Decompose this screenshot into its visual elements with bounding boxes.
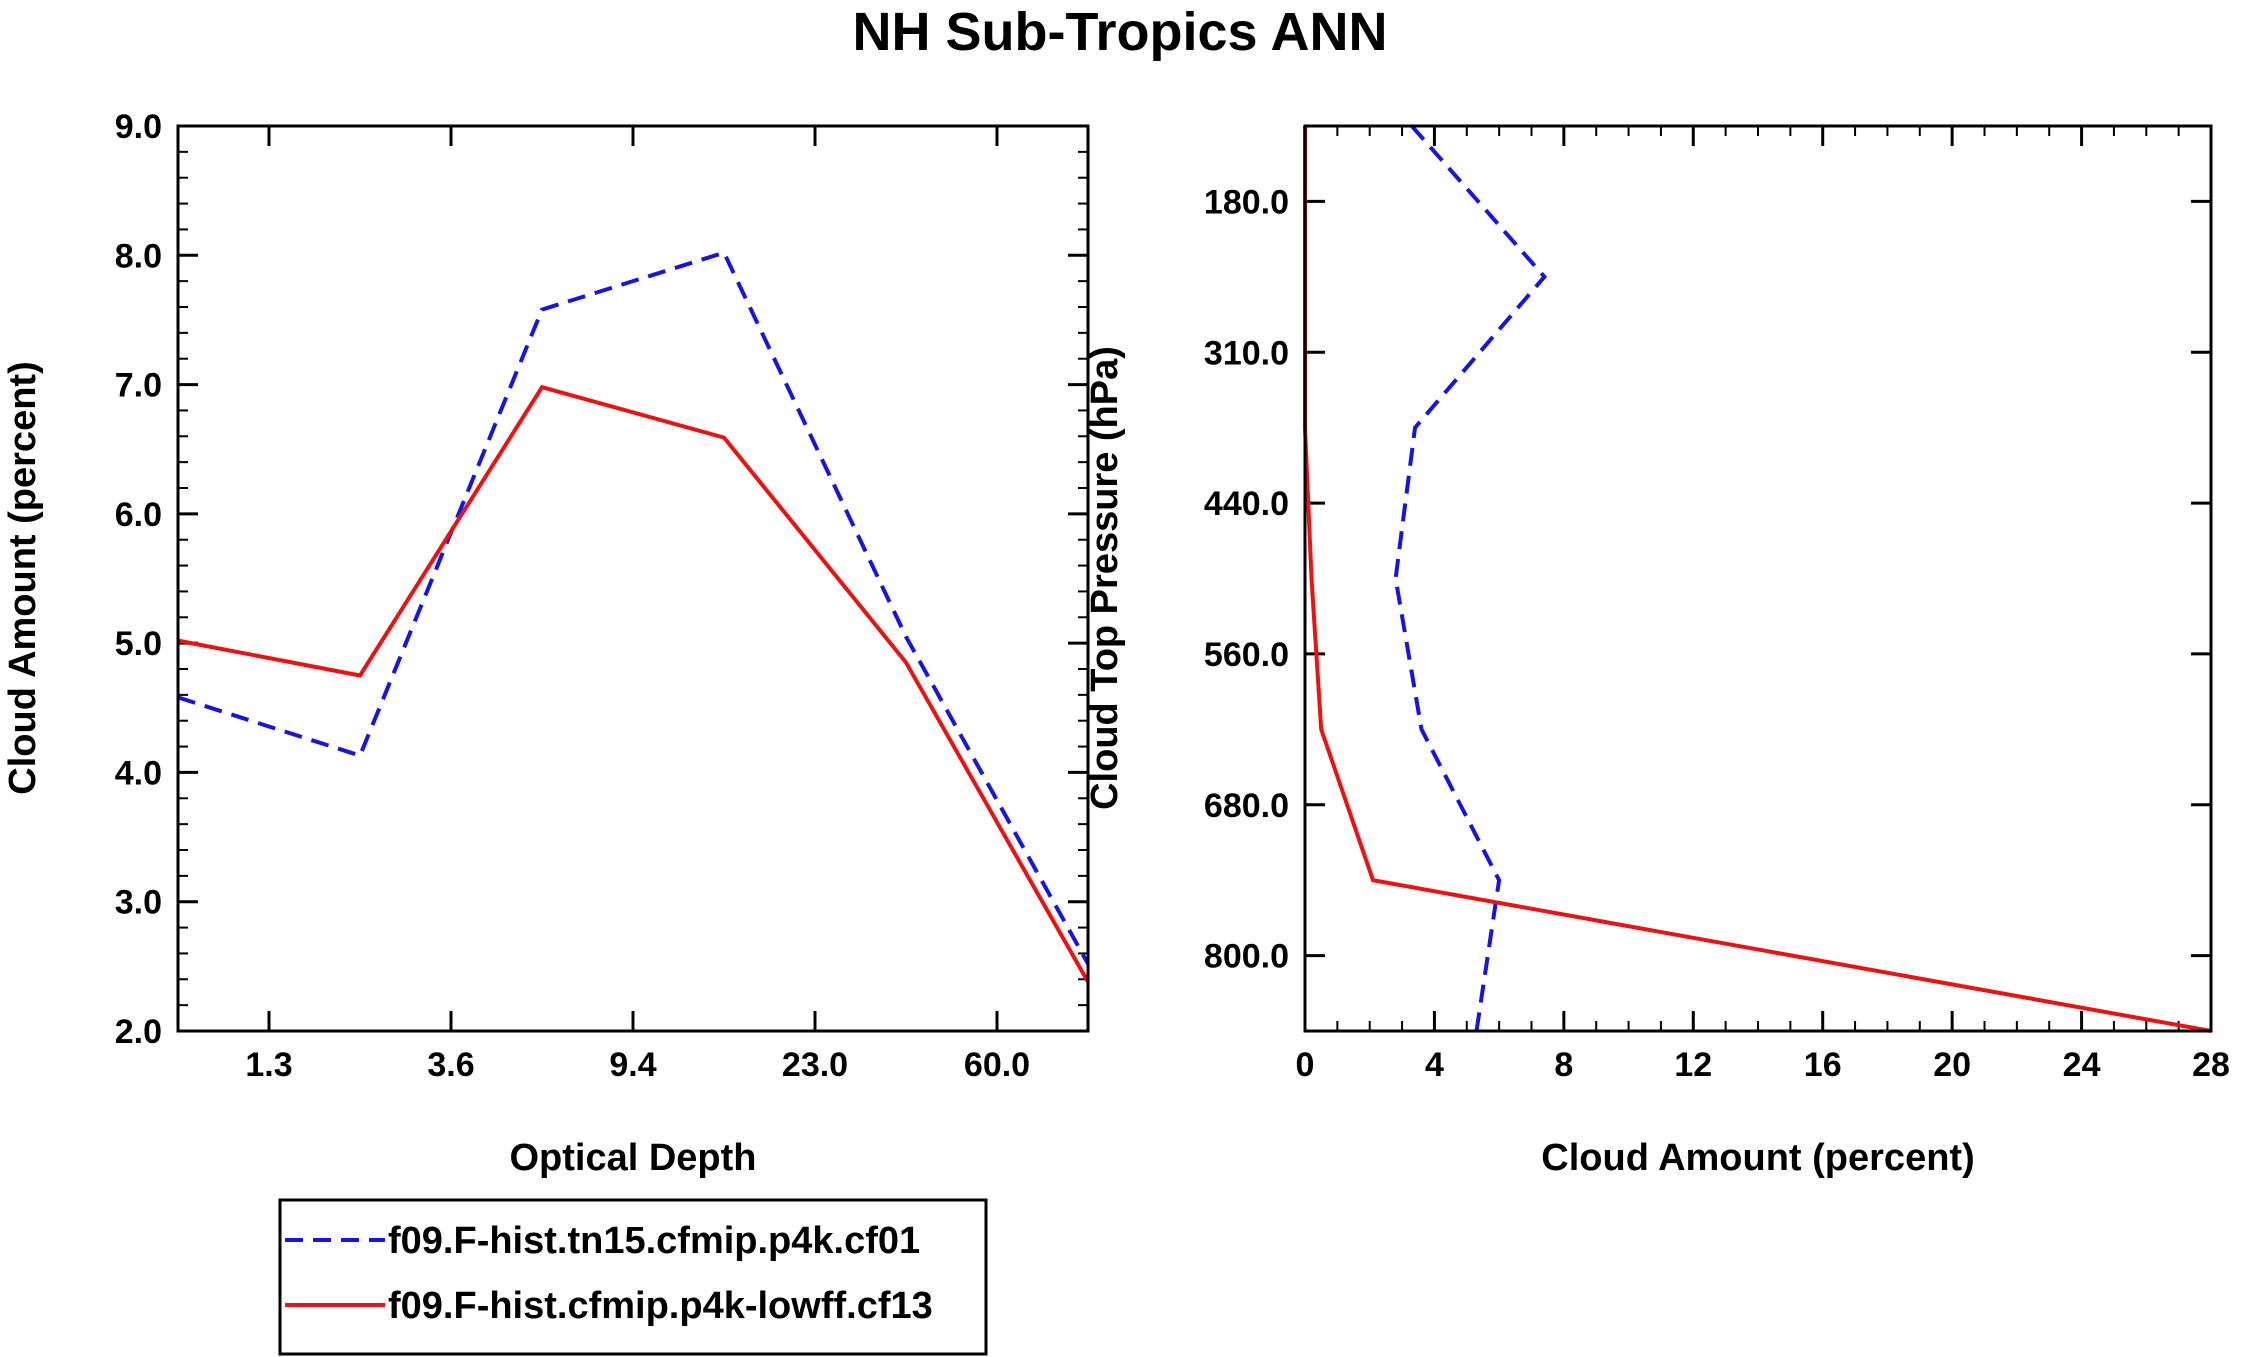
- left-x-tick-label: 23.0: [782, 1046, 848, 1084]
- legend: f09.F-hist.tn15.cfmip.p4k.cf01 f09.F-his…: [278, 1198, 988, 1356]
- left-y-tick-label: 5.0: [115, 625, 162, 663]
- right-x-tick-label: 24: [2063, 1046, 2101, 1084]
- right-y-tick-label: 800.0: [1204, 938, 1289, 976]
- legend-box: [278, 1198, 988, 1356]
- left-plot-frame: [176, 124, 1090, 1033]
- left-y-tick-label: 2.0: [115, 1013, 162, 1051]
- right-y-tick-label: 180.0: [1204, 183, 1289, 221]
- right-tick-labels: 0 4 8 12 16 20 24 28 180.0 310.0 440.0 560.0 680.0 80…: [1204, 183, 2230, 1084]
- right-x-axis-label: Cloud Amount (percent): [1541, 1137, 1974, 1179]
- right-y-tick-label: 310.0: [1204, 334, 1289, 372]
- left-y-tick-label: 6.0: [115, 496, 162, 534]
- right-series-lines: [1303, 124, 2212, 1033]
- right-tick-marks: [1303, 126, 2213, 1031]
- left-y-tick-label: 8.0: [115, 237, 162, 275]
- left-tick-labels: 2.0 3.0 4.0 5.0 6.0 7.0 8.0 9.0 1.3 3.6 9.4 23.0 60.…: [115, 108, 1030, 1084]
- left-x-tick-label: 3.6: [427, 1046, 474, 1084]
- left-series-cf01-line: [177, 250, 1090, 965]
- left-tick-marks: [178, 124, 1088, 1033]
- panel-optical-depth: 2.0 3.0 4.0 5.0 6.0 7.0 8.0 9.0 1.3 3.6 9.4 23.0 60.…: [2, 108, 1090, 1179]
- right-y-tick-label: 560.0: [1204, 636, 1289, 674]
- left-y-axis-label: Cloud Amount (percent): [2, 361, 44, 794]
- right-plot-frame: [1303, 124, 2213, 1033]
- right-x-tick-label: 20: [1933, 1046, 1971, 1084]
- left-y-tick-label: 3.0: [115, 884, 162, 922]
- left-x-axis-label: Optical Depth: [509, 1137, 756, 1179]
- panel-cloud-top-pressure: 0 4 8 12 16 20 24 28 180.0 310.0 440.0 560.0 680.0 80…: [1084, 124, 2230, 1179]
- right-y-axis-label: Cloud Top Pressure (hPa): [1084, 346, 1126, 810]
- legend-entry-1: f09.F-hist.tn15.cfmip.p4k.cf01: [388, 1220, 920, 1262]
- left-x-tick-label: 60.0: [964, 1046, 1030, 1084]
- chart-title: NH Sub-Tropics ANN: [852, 2, 1387, 62]
- right-series-cf01-line: [1393, 124, 1548, 1032]
- right-x-tick-label: 8: [1554, 1046, 1573, 1084]
- legend-entry-2: f09.F-hist.cfmip.p4k-lowff.cf13: [388, 1285, 933, 1327]
- right-series-cf13-line: [1303, 126, 2212, 1033]
- right-y-tick-label: 680.0: [1204, 787, 1289, 825]
- left-x-tick-label: 9.4: [609, 1046, 656, 1084]
- left-x-tick-label: 1.3: [245, 1046, 292, 1084]
- left-y-tick-label: 9.0: [115, 108, 162, 146]
- right-x-tick-label: 0: [1296, 1046, 1315, 1084]
- left-series-lines: [177, 250, 1090, 983]
- left-y-tick-label: 7.0: [115, 367, 162, 405]
- left-series-cf13-line: [177, 384, 1090, 983]
- right-x-tick-label: 16: [1804, 1046, 1842, 1084]
- right-x-tick-label: 12: [1674, 1046, 1712, 1084]
- right-x-tick-label: 28: [2192, 1046, 2230, 1084]
- left-y-tick-label: 4.0: [115, 754, 162, 792]
- right-x-tick-label: 4: [1425, 1046, 1444, 1084]
- right-y-tick-label: 440.0: [1204, 485, 1289, 523]
